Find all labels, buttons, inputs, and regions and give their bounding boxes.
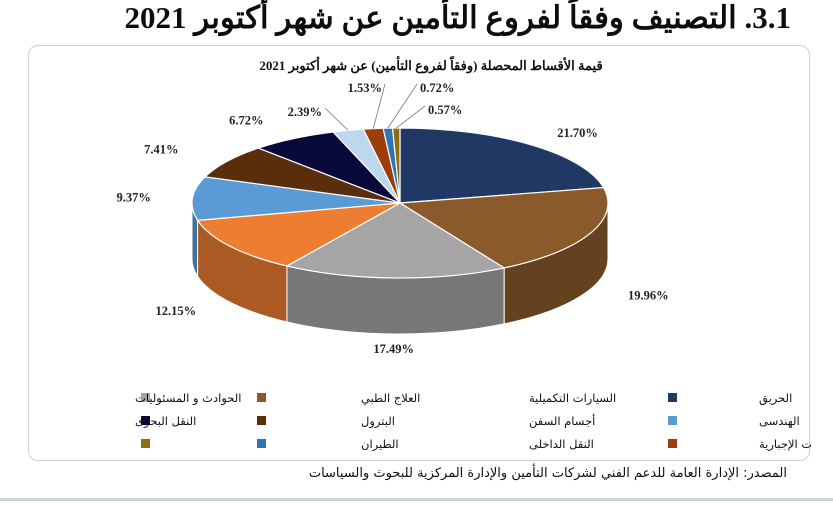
legend-label: الحريق bbox=[759, 391, 792, 406]
legend-swatch bbox=[141, 393, 150, 402]
chart-frame: قيمة الأقساط المحصلة (وفقاً لفروع التأمي… bbox=[28, 45, 811, 461]
legend-swatch bbox=[668, 416, 677, 425]
leader-line bbox=[387, 83, 418, 129]
pie-slice bbox=[203, 147, 401, 204]
legend-label: أجسام السفن bbox=[529, 413, 595, 429]
chart-title: قيمة الأقساط المحصلة (وفقاً لفروع التأمي… bbox=[259, 55, 602, 74]
legend-swatch bbox=[257, 393, 266, 402]
slice-value-label: 7.41% bbox=[144, 143, 178, 157]
slice-value-label: 0.72% bbox=[420, 81, 454, 95]
legend-swatch bbox=[257, 439, 266, 448]
pie-slice bbox=[196, 202, 401, 267]
leader-line bbox=[396, 105, 426, 129]
slice-value-label: 6.72% bbox=[229, 114, 263, 128]
slice-value-label: 12.15% bbox=[155, 304, 196, 318]
leader-line bbox=[324, 107, 349, 131]
legend-label: النقل البحرى bbox=[135, 414, 196, 429]
legend-swatch bbox=[668, 393, 677, 402]
slice-value-label: 9.37% bbox=[116, 190, 150, 204]
bottom-divider bbox=[0, 498, 833, 501]
pie-chart: قيمة الأقساط المحصلة (وفقاً لفروع التأمي… bbox=[116, 55, 811, 452]
pie-slice bbox=[398, 186, 609, 269]
legend-label: الطيران bbox=[361, 437, 399, 452]
pie-slice bbox=[399, 127, 605, 204]
legend-label: النقل الداخلى bbox=[529, 437, 594, 451]
pie-slice bbox=[285, 202, 506, 279]
page-title: 3.1. التصنيف وفقاً لفروع التأمين عن شهر … bbox=[124, 0, 791, 35]
legend-swatch bbox=[141, 439, 150, 448]
leader-line bbox=[372, 83, 386, 129]
pie-slice bbox=[191, 176, 401, 221]
pie-slice bbox=[391, 127, 401, 204]
slice-value-label: 1.53% bbox=[348, 81, 382, 95]
legend-label: السيارات التكميلية bbox=[529, 391, 616, 406]
legend-swatch bbox=[668, 439, 677, 448]
slice-value-label: 21.70% bbox=[557, 126, 598, 140]
source-note: المصدر: الإدارة العامة للدعم الفني لشركا… bbox=[308, 466, 787, 481]
legend-label: العلاج الطبي bbox=[361, 391, 420, 405]
legend-swatch bbox=[141, 416, 150, 425]
slice-value-label: 2.39% bbox=[288, 105, 322, 119]
legend-label: الحوادث و المسئوليات bbox=[135, 391, 241, 406]
legend-label: الهندسى bbox=[759, 414, 800, 428]
slice-value-label: 0.57% bbox=[428, 103, 462, 117]
slice-value-label: 19.96% bbox=[628, 289, 669, 303]
legend-label: البترول bbox=[361, 414, 395, 429]
legend-label: السيارات الإجبارية bbox=[759, 437, 811, 452]
slice-value-label: 17.49% bbox=[373, 342, 414, 356]
legend-swatch bbox=[257, 416, 266, 425]
